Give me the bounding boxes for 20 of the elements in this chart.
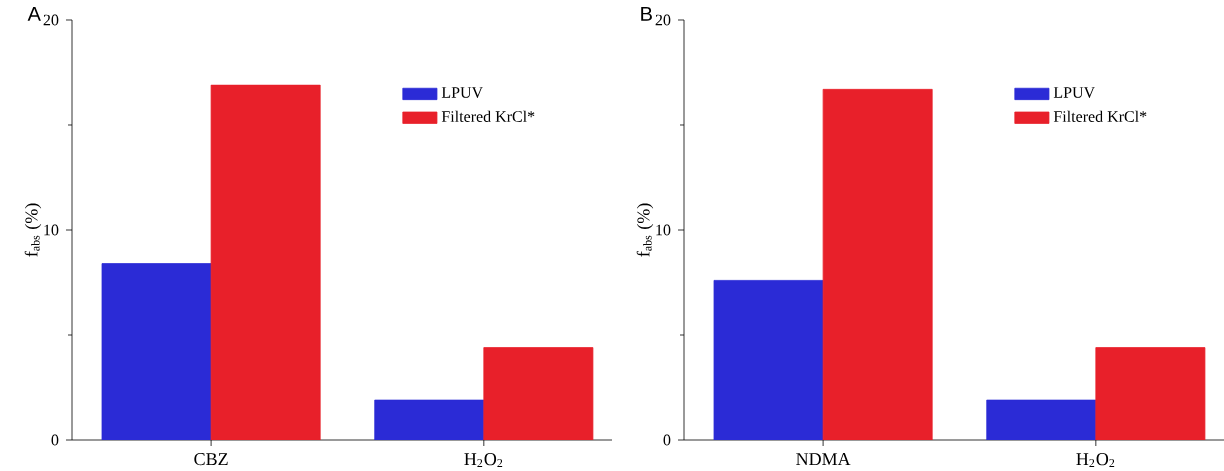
y-tick-label: 0 [663,434,671,446]
chart-title: A [27,7,41,21]
y-tick-label: 20 [43,14,59,26]
legend-label: Filtered KrCl* [441,110,535,122]
x-tick-label: CBZ [194,453,228,466]
legend-label: LPUV [441,87,483,98]
bar [374,399,485,440]
y-tick-label: 0 [51,434,59,446]
y-axis-title: f$_{abs}$ (%) [24,203,42,257]
legend-label: Filtered KrCl* [1053,110,1147,122]
x-tick-label: H$_{2}$O$_{2}$ [464,453,503,467]
x-tick-label: NDMA [796,453,851,465]
chart-title: B [641,7,652,21]
legend-label: LPUV [1053,87,1095,98]
x-tick-label: H$_{2}$O$_{2}$ [1076,453,1115,467]
y-tick-label: 10 [44,224,59,236]
y-axis-title: f$_{abs}$ (%) [636,203,654,257]
bar [101,263,212,440]
y-tick-label: 10 [656,224,671,236]
y-tick-label: 20 [655,14,671,26]
